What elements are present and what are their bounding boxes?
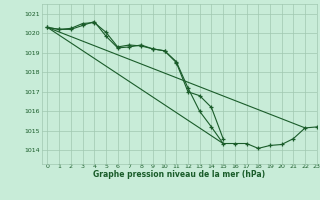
X-axis label: Graphe pression niveau de la mer (hPa): Graphe pression niveau de la mer (hPa) [93, 170, 265, 179]
